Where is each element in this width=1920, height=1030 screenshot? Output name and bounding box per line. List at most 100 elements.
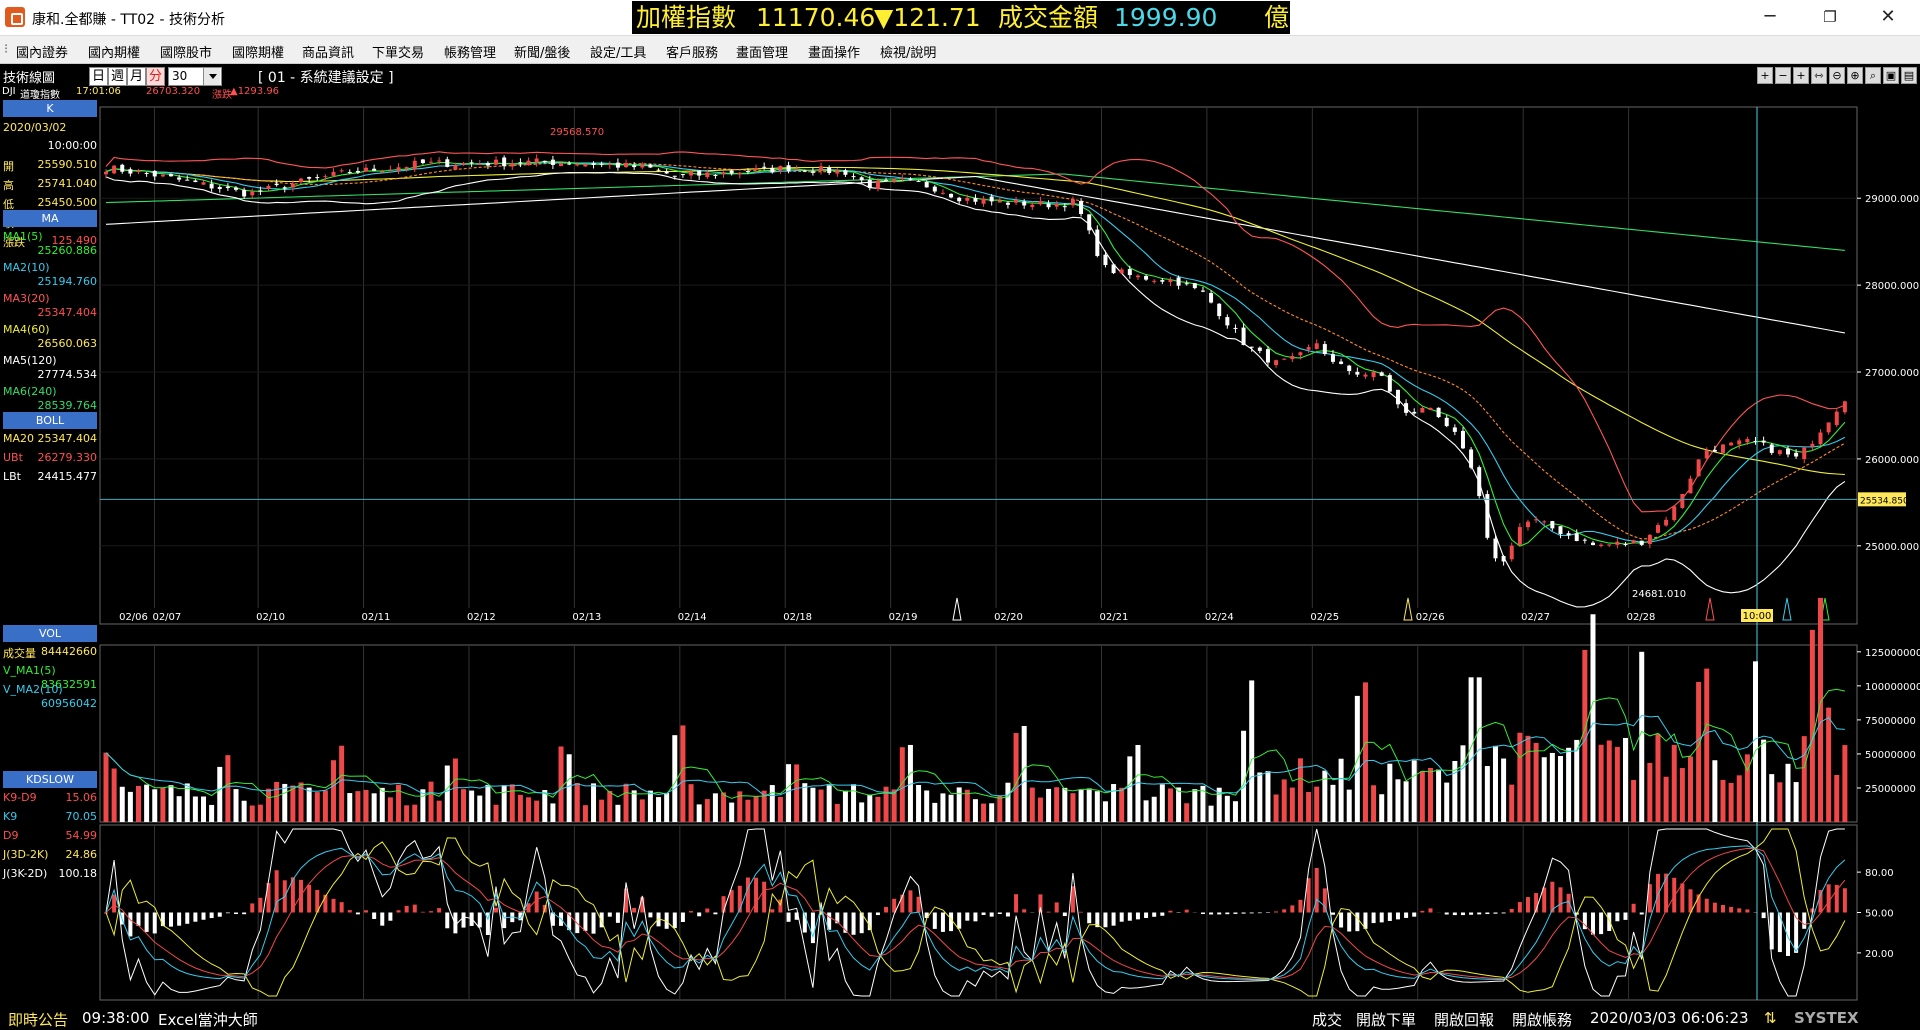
candle-body xyxy=(1127,269,1132,276)
open-account-button[interactable]: 開啟帳務 xyxy=(1512,1011,1573,1029)
candle-body xyxy=(697,170,702,176)
status-datetime: 2020/03/03 06:06:23 xyxy=(1590,1009,1749,1027)
quote-change-label: 漲跌 xyxy=(212,90,232,101)
volume-bar xyxy=(144,784,150,822)
kd-diff-bar xyxy=(234,912,239,915)
open-report-button[interactable]: 開啟回報 xyxy=(1434,1011,1495,1029)
kd-diff-bar xyxy=(867,912,872,931)
menu-account-mgmt[interactable]: 帳務管理 xyxy=(444,46,497,61)
menu-screen-ops[interactable]: 畫面操作 xyxy=(808,46,861,61)
volume-bar xyxy=(371,793,377,822)
volume-bar xyxy=(209,804,215,822)
volume-bar xyxy=(818,789,824,822)
zoom-in-icon[interactable]: ⊕ xyxy=(1847,67,1863,84)
x-tick-label: 02/19 xyxy=(889,612,918,623)
candle-body xyxy=(1371,372,1376,378)
period-month-tab[interactable]: 月 xyxy=(127,67,146,86)
menu-view-help[interactable]: 檢視/說明 xyxy=(880,46,937,61)
kd-diff-bar xyxy=(1729,906,1734,913)
kd-diff-bar xyxy=(900,894,905,913)
volume-bar xyxy=(1582,649,1588,822)
kd-diff-bar xyxy=(1119,912,1124,922)
announcement-label[interactable]: 即時公告 xyxy=(8,1011,69,1029)
search-icon[interactable]: ⌕ xyxy=(1865,67,1881,84)
menu-intl-stocks[interactable]: 國際股市 xyxy=(160,46,213,61)
kd-diff-bar xyxy=(632,907,637,913)
boll-ma20-value: 25347.404 xyxy=(37,432,98,445)
menu-customer-service[interactable]: 客戶服務 xyxy=(666,46,719,61)
print-icon[interactable]: ▤ xyxy=(1901,67,1917,84)
volume-bar xyxy=(842,790,848,822)
zoom-out-icon[interactable]: ⊖ xyxy=(1829,67,1845,84)
kd-diff-bar xyxy=(770,909,775,913)
menu-order-trading[interactable]: 下單交易 xyxy=(372,46,425,61)
save-icon[interactable]: ▣ xyxy=(1883,67,1899,84)
kd-diff-bar xyxy=(1079,911,1084,913)
kd-diff-bar xyxy=(762,881,767,913)
candle-body xyxy=(331,171,336,176)
volume-bar xyxy=(1639,651,1645,822)
volume-bar xyxy=(891,789,897,822)
kd-diff-bar xyxy=(201,912,206,920)
volume-bar xyxy=(534,800,540,822)
cursor-time-tag xyxy=(1741,609,1773,622)
vol-1-label: V_MA1(5) xyxy=(3,664,56,677)
volume-bar xyxy=(1598,744,1604,822)
announcement-text[interactable]: Excel當沖大師 xyxy=(158,1011,258,1029)
menu-news-after-hours[interactable]: 新聞/盤後 xyxy=(514,46,571,61)
crosshair-icon[interactable]: + xyxy=(1757,67,1773,84)
menu-domestic-futures[interactable]: 國內期權 xyxy=(88,46,141,61)
k-open-value: 25590.510 xyxy=(37,158,98,171)
chevron-down-icon[interactable] xyxy=(203,68,220,85)
vol-tick-label: 75000000 xyxy=(1865,716,1916,727)
period-week-tab[interactable]: 週 xyxy=(108,67,127,86)
kd-diff-bar xyxy=(1404,912,1409,918)
x-tick-label: 02/26 xyxy=(1416,612,1445,623)
kd-diff-bar xyxy=(1485,912,1490,915)
candle-body xyxy=(1696,459,1701,477)
menu-screen-mgmt[interactable]: 畫面管理 xyxy=(736,46,789,61)
kd-diff-bar xyxy=(1802,912,1807,929)
period-day-tab[interactable]: 日 xyxy=(89,67,108,86)
kd-diff-bar xyxy=(1655,873,1660,913)
period-minute-tab[interactable]: 分 xyxy=(146,67,165,86)
open-order-button[interactable]: 開啟下單 xyxy=(1356,1011,1417,1029)
candle-body xyxy=(1680,493,1685,508)
candle-body xyxy=(1509,545,1514,560)
volume-bar xyxy=(851,784,857,822)
volume-bar xyxy=(461,789,467,822)
volume-bar xyxy=(1606,740,1612,822)
kd-diff-bar xyxy=(1704,898,1709,913)
volume-bar xyxy=(1200,785,1206,822)
volume-bar xyxy=(1289,787,1295,822)
kd-tick-label: 20.00 xyxy=(1865,949,1894,960)
candle-body xyxy=(1558,526,1563,535)
kd-tick-label: 50.00 xyxy=(1865,909,1894,920)
kd-diff-bar xyxy=(396,910,401,913)
candle-body xyxy=(1233,327,1238,329)
minus-icon[interactable]: − xyxy=(1775,67,1791,84)
ma4: MA4(60) 26560.063 xyxy=(3,321,97,350)
menu-settings-tools[interactable]: 設定/工具 xyxy=(590,46,647,61)
menu-intl-futures[interactable]: 國際期權 xyxy=(232,46,285,61)
trade-button[interactable]: 成交 xyxy=(1312,1011,1343,1029)
maximize-button[interactable]: ❐ xyxy=(1823,8,1837,26)
volume-bar xyxy=(1167,788,1173,822)
candle-body xyxy=(542,160,547,162)
volume-bar xyxy=(452,758,458,822)
ma3-value: 25347.404 xyxy=(37,306,98,319)
candle-body xyxy=(177,177,182,180)
menu-product-info[interactable]: 商品資訊 xyxy=(302,46,355,61)
kd-diff-bar xyxy=(648,912,653,918)
close-button[interactable]: ✕ xyxy=(1880,6,1896,27)
menu-domestic-securities[interactable]: 國內證券 xyxy=(16,46,69,61)
volume-bar xyxy=(1687,756,1693,822)
ticker-index-value: 11170.46 xyxy=(756,3,876,32)
kd-diff-bar xyxy=(1842,888,1847,913)
candle-body xyxy=(624,162,629,168)
volume-bar xyxy=(355,791,361,822)
plus-icon[interactable]: + xyxy=(1793,67,1809,84)
minimize-button[interactable]: ─ xyxy=(1764,6,1776,27)
move-icon[interactable]: ⇿ xyxy=(1811,67,1827,84)
